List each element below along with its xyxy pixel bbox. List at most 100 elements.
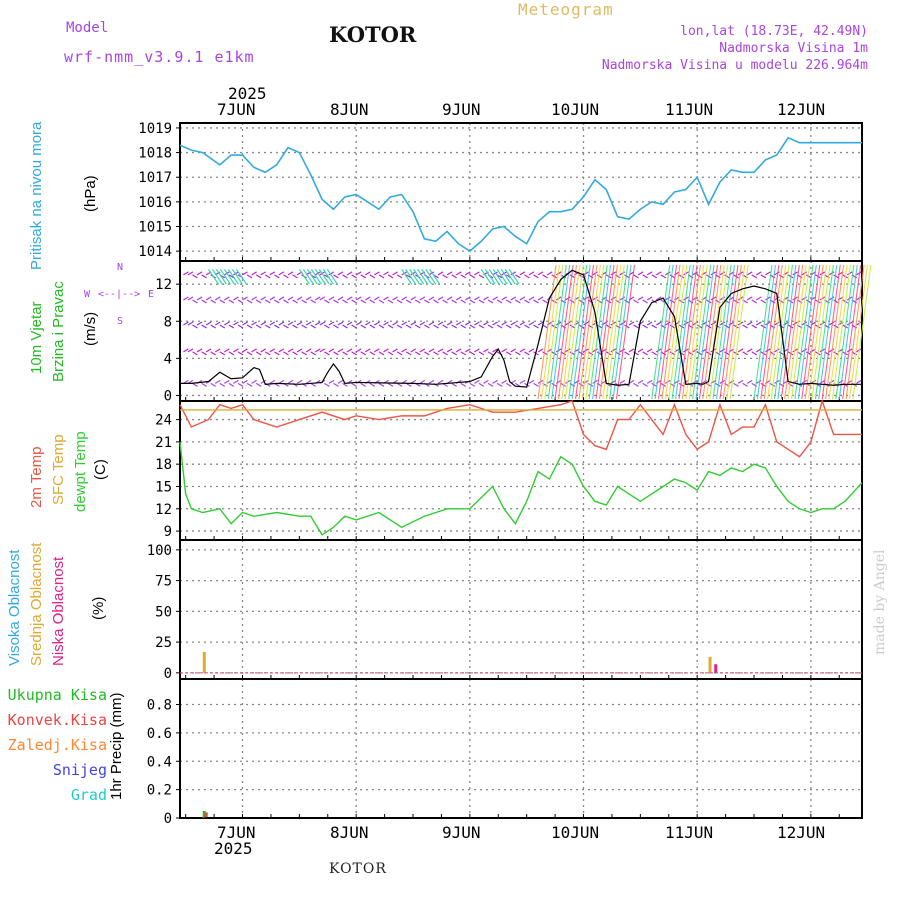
wind-barb bbox=[474, 379, 480, 384]
wind-barb bbox=[519, 321, 526, 326]
y-tick-label: 1014 bbox=[138, 244, 172, 260]
wind-barb-burst bbox=[417, 269, 429, 285]
wind-barb bbox=[228, 382, 235, 387]
wind-barb bbox=[455, 296, 462, 301]
wind-barb bbox=[214, 321, 221, 326]
wind-barb bbox=[383, 271, 389, 276]
wind-barb bbox=[201, 299, 207, 304]
wind-barb-strong bbox=[688, 264, 708, 400]
wind-barb bbox=[328, 296, 335, 301]
wind-barb bbox=[524, 351, 530, 356]
wind-barb-burst bbox=[508, 269, 520, 285]
wind-barb bbox=[296, 296, 303, 301]
wind-barb bbox=[619, 379, 626, 384]
wind-barb bbox=[515, 382, 521, 387]
wind-barb-strong bbox=[712, 264, 732, 400]
wind-barb-strong bbox=[681, 264, 701, 400]
wind-barb bbox=[856, 271, 862, 276]
wind-barb bbox=[619, 348, 626, 353]
wind-barb bbox=[460, 382, 467, 387]
wind-barb bbox=[278, 348, 285, 353]
y-tick-label: 1017 bbox=[138, 170, 172, 186]
wind-barb bbox=[833, 351, 839, 356]
wind-barb bbox=[392, 271, 398, 276]
wind-barb bbox=[328, 271, 335, 276]
wind-barb-burst bbox=[401, 269, 413, 285]
wind-barb-strong bbox=[794, 264, 814, 400]
wind-barb bbox=[646, 379, 653, 384]
wind-barb bbox=[378, 274, 385, 279]
wind-barb bbox=[264, 351, 271, 356]
y-tick-label: 21 bbox=[155, 435, 172, 451]
wind-barb bbox=[569, 351, 576, 356]
wind-barb bbox=[319, 321, 326, 326]
wind-barb bbox=[519, 379, 526, 384]
wind-barb bbox=[774, 348, 780, 353]
wind-barb bbox=[401, 348, 407, 353]
wind-barb-strong bbox=[664, 264, 684, 400]
wind-barb-burst bbox=[318, 269, 330, 285]
wind-barb bbox=[478, 324, 485, 329]
wind-barb bbox=[751, 274, 758, 279]
wind-barb-strong bbox=[575, 264, 595, 400]
wind-barb bbox=[292, 299, 298, 304]
wind-barb bbox=[533, 382, 539, 387]
day-label-bottom-2: 9JUN bbox=[442, 823, 481, 842]
wind-barb-strong bbox=[554, 264, 574, 400]
wind-barb bbox=[369, 274, 376, 279]
wind-barb bbox=[469, 351, 476, 356]
wind-barb bbox=[501, 348, 507, 353]
wind-barb bbox=[410, 271, 417, 276]
wind-barb bbox=[374, 321, 380, 326]
wind-barb bbox=[387, 351, 394, 356]
wind-barb bbox=[646, 271, 653, 276]
wind-barb-strong bbox=[787, 264, 807, 400]
wind-barb bbox=[446, 321, 453, 326]
y-tick-label: 0.2 bbox=[147, 783, 172, 799]
wind-barb bbox=[428, 296, 435, 301]
wind-barb-burst bbox=[488, 269, 500, 285]
wind-barb bbox=[305, 296, 312, 301]
wind-barb bbox=[305, 348, 312, 353]
wind-barb bbox=[346, 271, 353, 276]
wind-barb bbox=[637, 321, 644, 326]
wind-barb bbox=[287, 321, 294, 326]
wind-barb bbox=[592, 296, 598, 301]
wind-barb bbox=[355, 321, 362, 326]
wind-barb bbox=[746, 379, 753, 384]
compass-n-label: N bbox=[117, 262, 124, 273]
wind-barb bbox=[437, 271, 444, 276]
wind-barb bbox=[260, 379, 267, 384]
dewpoint-line bbox=[179, 441, 863, 536]
wind-barb bbox=[460, 324, 467, 329]
y-tick-label: 4 bbox=[164, 351, 172, 367]
wind-barb-burst bbox=[207, 269, 219, 285]
y-tick-label: 25 bbox=[155, 635, 172, 651]
wind-barb bbox=[624, 274, 630, 279]
wind-barb bbox=[856, 348, 862, 353]
wind-barb bbox=[278, 379, 285, 384]
wind-barb bbox=[255, 324, 262, 329]
wind-barb-strong bbox=[780, 264, 800, 400]
wind-barb bbox=[242, 348, 248, 353]
wind-barb bbox=[346, 296, 353, 301]
wind-barb bbox=[515, 299, 521, 304]
wind-barb bbox=[233, 321, 239, 326]
wind-barb bbox=[655, 271, 662, 276]
wind-barb bbox=[360, 382, 367, 387]
y-tick-label: 8 bbox=[164, 314, 172, 330]
wind-barb bbox=[742, 351, 748, 356]
wind-barb-strong bbox=[770, 264, 790, 400]
wind-barb bbox=[201, 274, 207, 279]
wind-barb bbox=[469, 274, 476, 279]
wind-barb bbox=[751, 299, 758, 304]
wind-barb bbox=[437, 348, 444, 353]
compass-s-label: S bbox=[117, 316, 124, 327]
wind-barb-strong bbox=[654, 264, 674, 400]
wind-barb bbox=[515, 324, 521, 329]
wind-barb bbox=[515, 351, 521, 356]
wind-barb bbox=[396, 351, 403, 356]
wind-barb bbox=[742, 382, 748, 387]
model-elevation: Nadmorska Visina u modelu 226.964m bbox=[601, 58, 868, 73]
wind-barb-burst bbox=[306, 269, 318, 285]
